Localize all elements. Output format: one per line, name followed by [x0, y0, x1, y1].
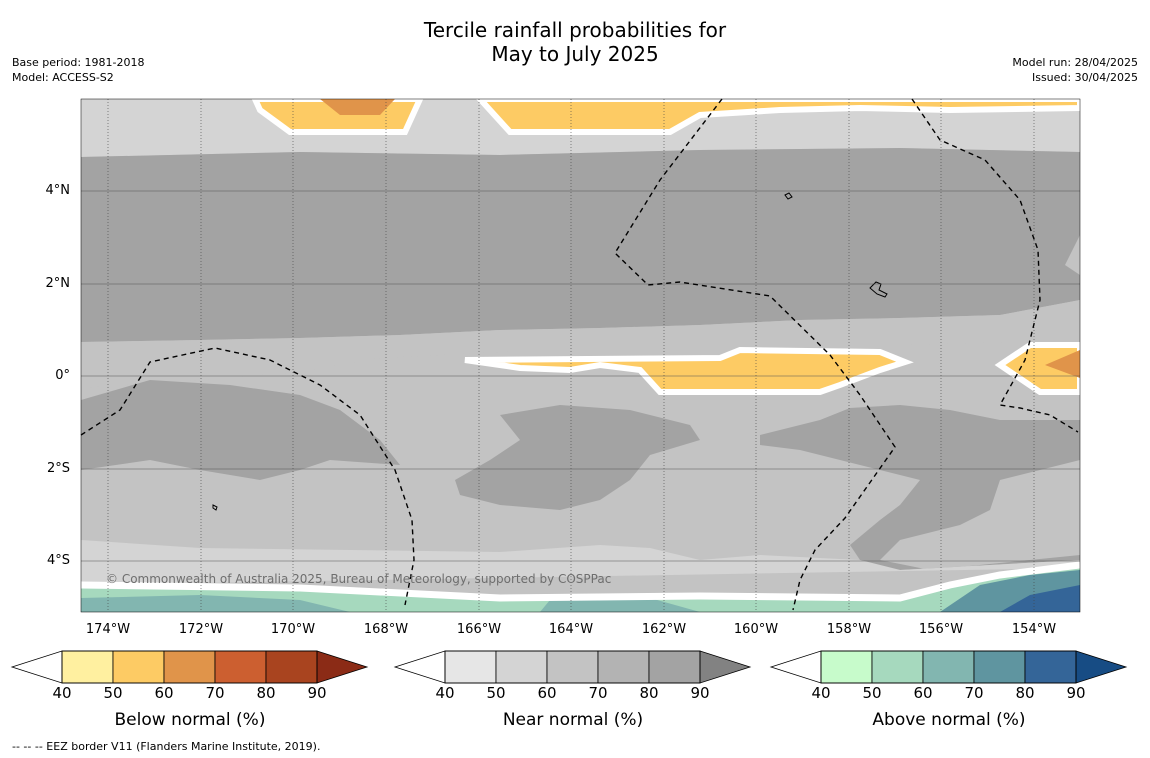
legend-title-below-normal: Below normal (%) — [114, 710, 266, 730]
lon-label: 162°W — [641, 622, 687, 637]
near-normal-60-band-equator — [81, 300, 1080, 388]
near-normal-50-band-south — [81, 540, 1080, 585]
title-line-2: May to July 2025 — [491, 42, 659, 66]
lon-label: 168°W — [363, 622, 409, 637]
colorbar-tick: 60 — [913, 684, 933, 702]
colorbar-tick: 80 — [639, 684, 659, 702]
legend-near-normal-bar — [393, 650, 752, 684]
colorbar-tick: 90 — [690, 684, 710, 702]
colorbar-segment — [871, 650, 924, 684]
above-normal-60-patch-west — [81, 595, 350, 612]
island-outline — [212, 504, 218, 511]
colorbar-min-arrow — [10, 650, 63, 684]
colorbar-segment — [922, 650, 975, 684]
map-frame — [80, 98, 1081, 613]
colorbar-segment — [973, 650, 1026, 684]
colorbar-segment — [444, 650, 497, 684]
boundary-south — [81, 561, 1080, 602]
lon-label: 156°W — [918, 622, 964, 637]
colorbar-tick: 40 — [811, 684, 831, 702]
colorbar-tick: 50 — [103, 684, 123, 702]
lat-label: 2°S — [46, 461, 70, 476]
colorbar-tick: 90 — [1066, 684, 1086, 702]
colorbar-segment — [112, 650, 165, 684]
lon-label: 172°W — [178, 622, 224, 637]
below-normal-60-equator-east — [1045, 350, 1080, 378]
lon-label: 174°W — [85, 622, 131, 637]
below-normal-60-north-west — [320, 99, 395, 115]
colorbar-segment — [597, 650, 650, 684]
below-normal-50-north-east — [475, 99, 1080, 135]
colorbar-tick: 70 — [588, 684, 608, 702]
colorbar-segment — [265, 650, 318, 684]
colorbar-segment — [546, 650, 599, 684]
map-field — [81, 99, 1080, 612]
island-outline — [869, 281, 888, 298]
colorbar-segment — [648, 650, 701, 684]
base-period-text: Base period: 1981-2018 — [12, 56, 145, 69]
colorbar-tick: 50 — [862, 684, 882, 702]
above-normal-60-patch-central — [540, 598, 700, 612]
map-title: Tercile rainfall probabilities for May t… — [0, 18, 1150, 66]
title-line-1: Tercile rainfall probabilities for — [423, 18, 727, 42]
lat-label: 4°S — [46, 553, 70, 568]
colorbar-tick: 60 — [154, 684, 174, 702]
legend-below-normal-bar — [10, 650, 369, 684]
lon-label: 158°W — [826, 622, 872, 637]
colorbar-segment — [820, 650, 873, 684]
colorbar-tick: 60 — [537, 684, 557, 702]
copyright-notice: © Commonwealth of Australia 2025, Bureau… — [106, 572, 612, 586]
colorbar-tick: 70 — [205, 684, 225, 702]
legend-above-normal-bar — [769, 650, 1128, 684]
near-normal-80-blob-central — [455, 405, 700, 510]
colorbar-max-arrow — [1075, 650, 1128, 684]
colorbar-min-arrow — [393, 650, 446, 684]
colorbar-max-arrow — [699, 650, 752, 684]
colorbar-tick: 50 — [486, 684, 506, 702]
meta-left: Base period: 1981-2018 Model: ACCESS-S2 — [12, 55, 144, 85]
legend-title-near-normal: Near normal (%) — [502, 710, 644, 730]
legend-title-above-normal: Above normal (%) — [872, 710, 1026, 730]
above-normal-80-patch — [1000, 585, 1080, 612]
near-normal-80-blob-east — [760, 405, 1080, 570]
colorbar-segment — [495, 650, 548, 684]
colorbar-tick: 80 — [1015, 684, 1035, 702]
near-normal-80-blob-west — [81, 380, 400, 480]
colorbar-tick: 40 — [52, 684, 72, 702]
lon-label: 170°W — [270, 622, 316, 637]
model-run-text: Model run: 28/04/2025 — [1012, 56, 1138, 69]
island-outline — [784, 192, 793, 200]
colorbar-min-arrow — [769, 650, 822, 684]
colorbar-max-arrow — [316, 650, 369, 684]
lon-label: 166°W — [456, 622, 502, 637]
colorbar-segment — [61, 650, 114, 684]
below-normal-50-equator — [464, 346, 914, 395]
near-normal-80-band-north — [81, 148, 1080, 342]
colorbar-tick: 40 — [435, 684, 455, 702]
lon-label: 160°W — [733, 622, 779, 637]
colorbar-segment — [214, 650, 267, 684]
colorbar-segment — [163, 650, 216, 684]
eez-border — [80, 98, 1079, 611]
model-text: Model: ACCESS-S2 — [12, 71, 114, 84]
lat-label: 4°N — [45, 183, 71, 198]
colorbar-tick: 90 — [307, 684, 327, 702]
colorbar-segment — [1024, 650, 1077, 684]
meta-right: Model run: 28/04/2025 Issued: 30/04/2025 — [1012, 55, 1138, 85]
lat-label: 0° — [55, 368, 70, 383]
issued-text: Issued: 30/04/2025 — [1031, 71, 1138, 84]
eez-border-note: -- -- -- EEZ border V11 (Flanders Marine… — [12, 740, 321, 753]
latitude-gridlines — [81, 190, 1080, 562]
lon-label: 154°W — [1011, 622, 1057, 637]
colorbar-tick: 80 — [256, 684, 276, 702]
below-normal-50-equator-east — [994, 342, 1080, 395]
lat-label: 2°N — [45, 276, 71, 291]
lon-label: 164°W — [548, 622, 594, 637]
colorbar-tick: 70 — [964, 684, 984, 702]
